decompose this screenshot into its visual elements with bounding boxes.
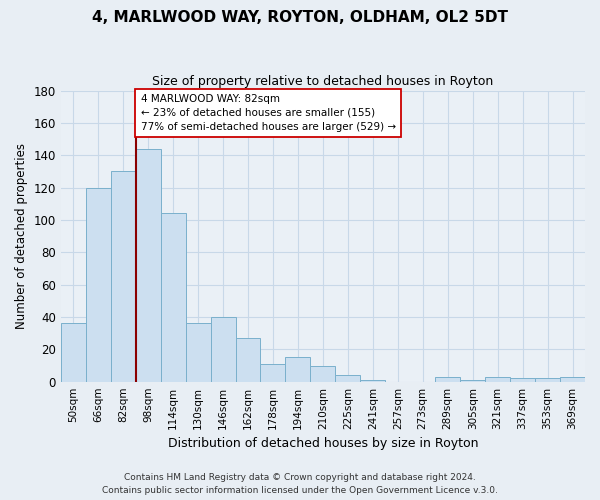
Bar: [310, 366, 335, 382]
X-axis label: Distribution of detached houses by size in Royton: Distribution of detached houses by size …: [167, 437, 478, 450]
Bar: [185, 324, 211, 382]
Bar: [286, 358, 310, 382]
Bar: [535, 378, 560, 382]
Bar: [211, 317, 236, 382]
Title: Size of property relative to detached houses in Royton: Size of property relative to detached ho…: [152, 75, 494, 88]
Bar: [560, 377, 585, 382]
Bar: [236, 338, 260, 382]
Bar: [361, 380, 385, 382]
Text: Contains HM Land Registry data © Crown copyright and database right 2024.
Contai: Contains HM Land Registry data © Crown c…: [102, 474, 498, 495]
Bar: [61, 324, 86, 382]
Bar: [460, 380, 485, 382]
Bar: [435, 377, 460, 382]
Bar: [161, 214, 185, 382]
Bar: [111, 172, 136, 382]
Text: 4, MARLWOOD WAY, ROYTON, OLDHAM, OL2 5DT: 4, MARLWOOD WAY, ROYTON, OLDHAM, OL2 5DT: [92, 10, 508, 25]
Bar: [510, 378, 535, 382]
Text: 4 MARLWOOD WAY: 82sqm
← 23% of detached houses are smaller (155)
77% of semi-det: 4 MARLWOOD WAY: 82sqm ← 23% of detached …: [140, 94, 396, 132]
Bar: [260, 364, 286, 382]
Bar: [335, 375, 361, 382]
Bar: [485, 377, 510, 382]
Bar: [136, 149, 161, 382]
Y-axis label: Number of detached properties: Number of detached properties: [15, 143, 28, 329]
Bar: [86, 188, 111, 382]
